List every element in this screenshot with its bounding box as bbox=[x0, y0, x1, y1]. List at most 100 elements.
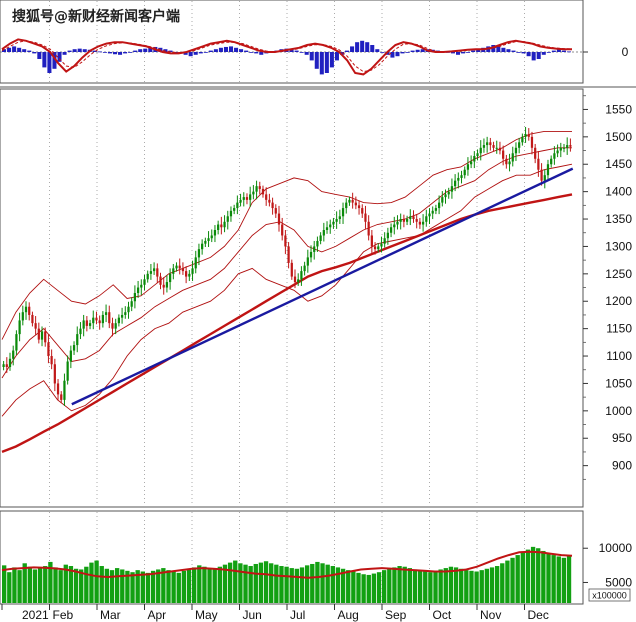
indicator-bar bbox=[239, 49, 244, 52]
candle-body bbox=[514, 147, 518, 154]
volume-bar bbox=[125, 570, 130, 603]
candle-body bbox=[197, 249, 201, 258]
candle-body bbox=[396, 221, 399, 225]
indicator-bar bbox=[112, 52, 118, 55]
candle-body bbox=[453, 180, 457, 187]
volume-ma-line bbox=[1, 550, 573, 579]
candle-body bbox=[146, 273, 149, 280]
month-label: Sep bbox=[385, 608, 407, 622]
candle-body bbox=[450, 186, 454, 192]
volume-bar bbox=[32, 569, 38, 603]
indicator-bar bbox=[521, 52, 526, 54]
volume-unit-label: x100000 bbox=[592, 591, 627, 601]
candle-body bbox=[185, 271, 188, 277]
candle-body bbox=[194, 257, 197, 269]
volume-unit-box bbox=[588, 588, 631, 602]
candle-body bbox=[236, 202, 239, 209]
volume-bar bbox=[222, 564, 228, 603]
volume-bar bbox=[382, 570, 387, 603]
volume-bar bbox=[340, 568, 346, 603]
candle-body bbox=[482, 145, 486, 148]
candle-body bbox=[361, 208, 364, 214]
indicator-bar bbox=[37, 52, 42, 59]
volume-bar bbox=[186, 568, 192, 603]
indicator-bar bbox=[405, 52, 410, 53]
volume-bar bbox=[505, 560, 510, 603]
volume-bar bbox=[366, 574, 371, 603]
candle-body bbox=[335, 219, 338, 222]
indicator-bar bbox=[168, 50, 173, 52]
indicator-tick-label: 0 bbox=[622, 45, 629, 59]
candle-body bbox=[108, 312, 111, 324]
indicator-bar bbox=[57, 52, 62, 62]
volume-bar bbox=[294, 568, 300, 603]
indicator-bar bbox=[299, 52, 304, 53]
candle-body bbox=[178, 265, 181, 269]
candle-body bbox=[322, 230, 325, 236]
candle-body bbox=[162, 284, 165, 288]
price-tick-label: 1550 bbox=[605, 102, 632, 116]
volume-bar bbox=[520, 552, 525, 603]
candle-body bbox=[18, 320, 21, 335]
volume-bar bbox=[299, 567, 305, 603]
candle-body bbox=[383, 238, 386, 244]
volume-bar bbox=[22, 563, 27, 603]
candle-body bbox=[101, 314, 104, 324]
candle-body bbox=[252, 191, 255, 195]
candle-body bbox=[191, 268, 194, 274]
candle-body bbox=[60, 394, 63, 400]
candle-body bbox=[104, 312, 108, 315]
candle-body bbox=[287, 246, 290, 263]
indicator-bar bbox=[218, 47, 223, 52]
candle-body bbox=[152, 268, 156, 272]
volume-bar bbox=[561, 557, 567, 603]
indicator-bar bbox=[62, 52, 67, 55]
indicator-bar bbox=[360, 40, 365, 52]
price-tick-label: 1250 bbox=[605, 267, 632, 281]
volume-bar bbox=[145, 572, 151, 603]
candle-body bbox=[233, 208, 236, 211]
indicator-bar bbox=[67, 50, 72, 52]
indicator-bar bbox=[561, 50, 566, 52]
volume-bar bbox=[356, 572, 361, 603]
candle-body bbox=[156, 268, 159, 277]
volume-bar bbox=[387, 568, 392, 603]
candle-body bbox=[348, 199, 351, 203]
indicator-bar bbox=[566, 51, 571, 53]
indicator-bar bbox=[203, 52, 208, 53]
candle-body bbox=[466, 164, 470, 170]
indicator-bar bbox=[355, 42, 360, 52]
candle-body bbox=[242, 197, 245, 200]
candle-body bbox=[338, 216, 341, 220]
candle-body bbox=[159, 276, 162, 285]
indicator-bar bbox=[390, 52, 395, 58]
candle-body bbox=[479, 147, 482, 154]
indicator-bar bbox=[516, 52, 521, 53]
indicator-bar bbox=[551, 50, 556, 52]
volume-bar bbox=[7, 572, 12, 603]
bollinger-upper bbox=[1, 130, 572, 340]
volume-bar bbox=[536, 548, 541, 603]
candle-body bbox=[546, 164, 550, 176]
volume-bar bbox=[212, 569, 217, 603]
candle-body bbox=[402, 219, 406, 222]
volume-bar bbox=[217, 566, 223, 603]
indicator-bar bbox=[309, 52, 314, 61]
candle-body bbox=[24, 306, 28, 313]
candle-body bbox=[313, 246, 316, 252]
candle-body bbox=[95, 317, 98, 321]
price-tick-label: 1300 bbox=[605, 239, 632, 253]
candle-body bbox=[332, 221, 335, 225]
candle-body bbox=[530, 136, 534, 148]
volume-bar bbox=[428, 572, 433, 603]
volume-bar bbox=[310, 563, 315, 603]
indicator-bar bbox=[249, 52, 254, 53]
candle-body bbox=[457, 177, 460, 181]
volume-tick-label: 10000 bbox=[599, 541, 633, 555]
candle-body bbox=[325, 227, 329, 230]
indicator-bar bbox=[228, 46, 234, 52]
candle-body bbox=[495, 147, 498, 149]
volume-bar bbox=[320, 563, 325, 603]
indicator-bar bbox=[7, 47, 12, 52]
indicator-bar bbox=[415, 49, 420, 52]
